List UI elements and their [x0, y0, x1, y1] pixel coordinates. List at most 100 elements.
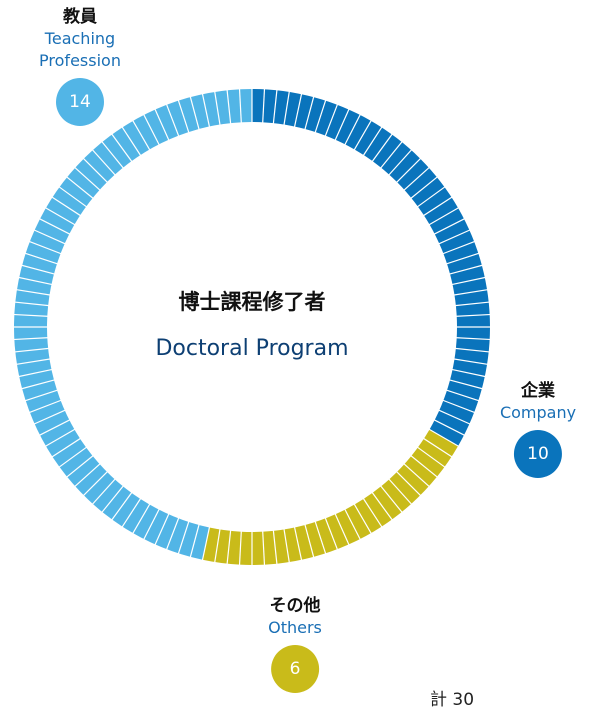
separator [27, 240, 63, 255]
separator [352, 118, 373, 152]
separator [110, 490, 134, 522]
category-label: 教員 Teaching Profession 14 [25, 6, 135, 126]
separators [12, 87, 492, 567]
separator [352, 502, 373, 536]
separator [177, 519, 190, 556]
label-ja: 教員 [63, 7, 97, 27]
label-en: Others [268, 618, 322, 637]
separator [12, 337, 50, 341]
separator [453, 301, 491, 307]
separator [65, 454, 95, 479]
separator [37, 418, 72, 437]
separator [131, 502, 152, 536]
separator [427, 427, 461, 448]
separator [324, 102, 339, 138]
separator [379, 484, 404, 514]
separator [90, 148, 117, 177]
separator [50, 437, 83, 459]
category-label: その他 Others 6 [268, 595, 322, 693]
separator [13, 347, 51, 353]
separator [409, 454, 439, 479]
separator [421, 437, 454, 459]
separator [226, 528, 232, 566]
separator [283, 527, 291, 565]
separator [100, 484, 125, 514]
category-label: 企業 Company 10 [500, 380, 576, 478]
separator [262, 529, 266, 567]
separator [23, 389, 60, 402]
separator [395, 470, 423, 498]
separator [153, 107, 170, 142]
separator [447, 264, 484, 276]
separator [343, 507, 362, 542]
separator [131, 118, 152, 152]
separator [201, 525, 211, 562]
separator [362, 496, 384, 529]
separator [142, 112, 161, 147]
separator [379, 140, 404, 170]
separator [20, 378, 57, 390]
separator [32, 228, 67, 245]
label-ja: 企業 [521, 381, 555, 401]
separator [303, 95, 315, 132]
separator [444, 389, 481, 402]
separator [314, 519, 327, 556]
separator [120, 496, 142, 529]
total: 計 30 [430, 685, 474, 710]
separator [50, 195, 83, 217]
separator [57, 185, 89, 209]
separator [165, 102, 180, 138]
label-en: Teaching Profession [39, 29, 121, 70]
separator [370, 132, 394, 164]
separator [452, 288, 490, 296]
separator [120, 125, 142, 158]
separator [303, 522, 315, 559]
separator [12, 313, 50, 317]
separator [415, 445, 447, 469]
separator [14, 288, 52, 296]
total-value: 30 [452, 690, 475, 710]
total-label: 計 [430, 690, 447, 710]
separator [153, 512, 170, 547]
separator [370, 490, 394, 522]
separator [238, 529, 242, 567]
separator [27, 399, 63, 414]
label-en: Company [499, 403, 577, 422]
separator [189, 95, 201, 132]
separator [402, 165, 431, 192]
separator [57, 445, 89, 469]
separator [81, 156, 109, 184]
separator [453, 347, 491, 353]
separator [441, 399, 477, 414]
separator [43, 206, 77, 227]
segment [252, 89, 491, 446]
separator [189, 522, 201, 559]
separator [441, 240, 477, 255]
label-ja: その他 [269, 596, 321, 616]
separator [343, 112, 362, 147]
separator [32, 409, 67, 426]
separator [450, 368, 487, 378]
separator [177, 98, 190, 135]
separator [90, 477, 117, 506]
separator [387, 148, 414, 177]
separator [272, 88, 278, 126]
separator [454, 313, 492, 317]
separator [23, 252, 60, 265]
separator [73, 165, 102, 192]
segment [13, 89, 253, 560]
separator [454, 337, 492, 341]
center-title: 博士課程修了者 [179, 290, 326, 314]
separator [37, 217, 72, 236]
separator [334, 512, 351, 547]
separator [201, 92, 211, 129]
separator [432, 217, 467, 236]
center-subtitle: Doctoral Program [155, 336, 348, 361]
separator [432, 418, 467, 437]
separator [395, 156, 423, 184]
value-badge: 14 [56, 78, 104, 126]
separator [314, 98, 327, 135]
separator [17, 276, 54, 286]
